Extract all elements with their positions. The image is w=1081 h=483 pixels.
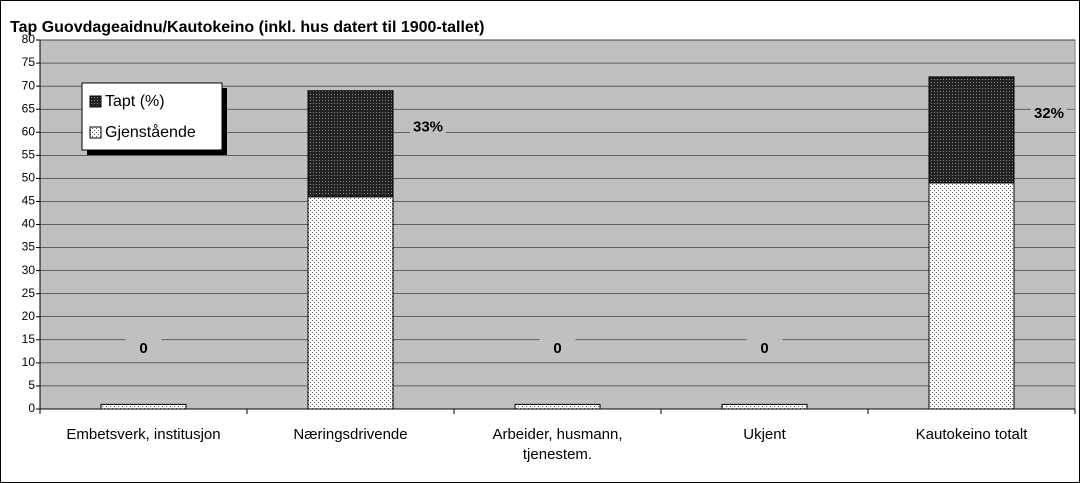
legend-label: Tapt (%) <box>105 93 165 110</box>
legend-swatch <box>89 95 102 108</box>
annotation-bg <box>410 117 446 138</box>
y-tick-label: 20 <box>22 309 36 323</box>
bar-segment <box>928 182 1015 410</box>
annotation: 33% <box>413 119 443 136</box>
annotation: 0 <box>760 340 768 357</box>
x-tick-label: Arbeider, husmann, tjenestem. <box>492 426 623 463</box>
annotation: 0 <box>139 340 147 357</box>
x-tick-label: Embetsverk, institusjon <box>66 426 221 443</box>
annotation-bg <box>539 339 576 360</box>
legend-label: Gjenstående <box>105 123 196 141</box>
y-tick-label: 65 <box>22 101 36 115</box>
legend-swatch <box>89 126 102 139</box>
y-tick-label: 70 <box>22 78 36 92</box>
legend <box>81 82 223 151</box>
bar-segment <box>307 90 394 198</box>
y-tick-label: 5 <box>28 378 35 392</box>
annotation: 0 <box>553 340 561 357</box>
annotation-bg <box>746 339 783 360</box>
bar-segment <box>100 403 187 410</box>
y-tick-label: 40 <box>22 217 36 231</box>
y-tick-label: 25 <box>22 286 36 300</box>
chart-title: Tap Guovdageaidnu/Kautokeino (inkl. hus … <box>10 19 484 36</box>
bar-segment <box>514 403 601 410</box>
y-tick-label: 35 <box>22 240 36 254</box>
bar-segment <box>928 76 1015 184</box>
y-tick-label: 75 <box>22 55 36 69</box>
y-tick-label: 0 <box>28 401 35 415</box>
y-tick-label: 80 <box>22 32 36 46</box>
y-tick-label: 55 <box>22 147 36 161</box>
annotation-bg <box>125 339 162 360</box>
bar-segment <box>307 196 394 410</box>
y-tick-label: 15 <box>22 332 36 346</box>
x-tick-label: Kautokeino totalt <box>915 426 1028 443</box>
x-tick-label: Ukjent <box>743 426 786 443</box>
y-tick-label: 60 <box>22 124 36 138</box>
y-tick-label: 50 <box>22 171 36 185</box>
x-tick-label: Næringsdrivende <box>293 426 408 443</box>
annotation-bg <box>1031 103 1067 124</box>
y-tick-label: 30 <box>22 263 36 277</box>
y-tick-label: 45 <box>22 194 36 208</box>
bar-segment <box>721 403 808 410</box>
annotation: 32% <box>1034 105 1064 122</box>
y-tick-label: 10 <box>22 355 36 369</box>
